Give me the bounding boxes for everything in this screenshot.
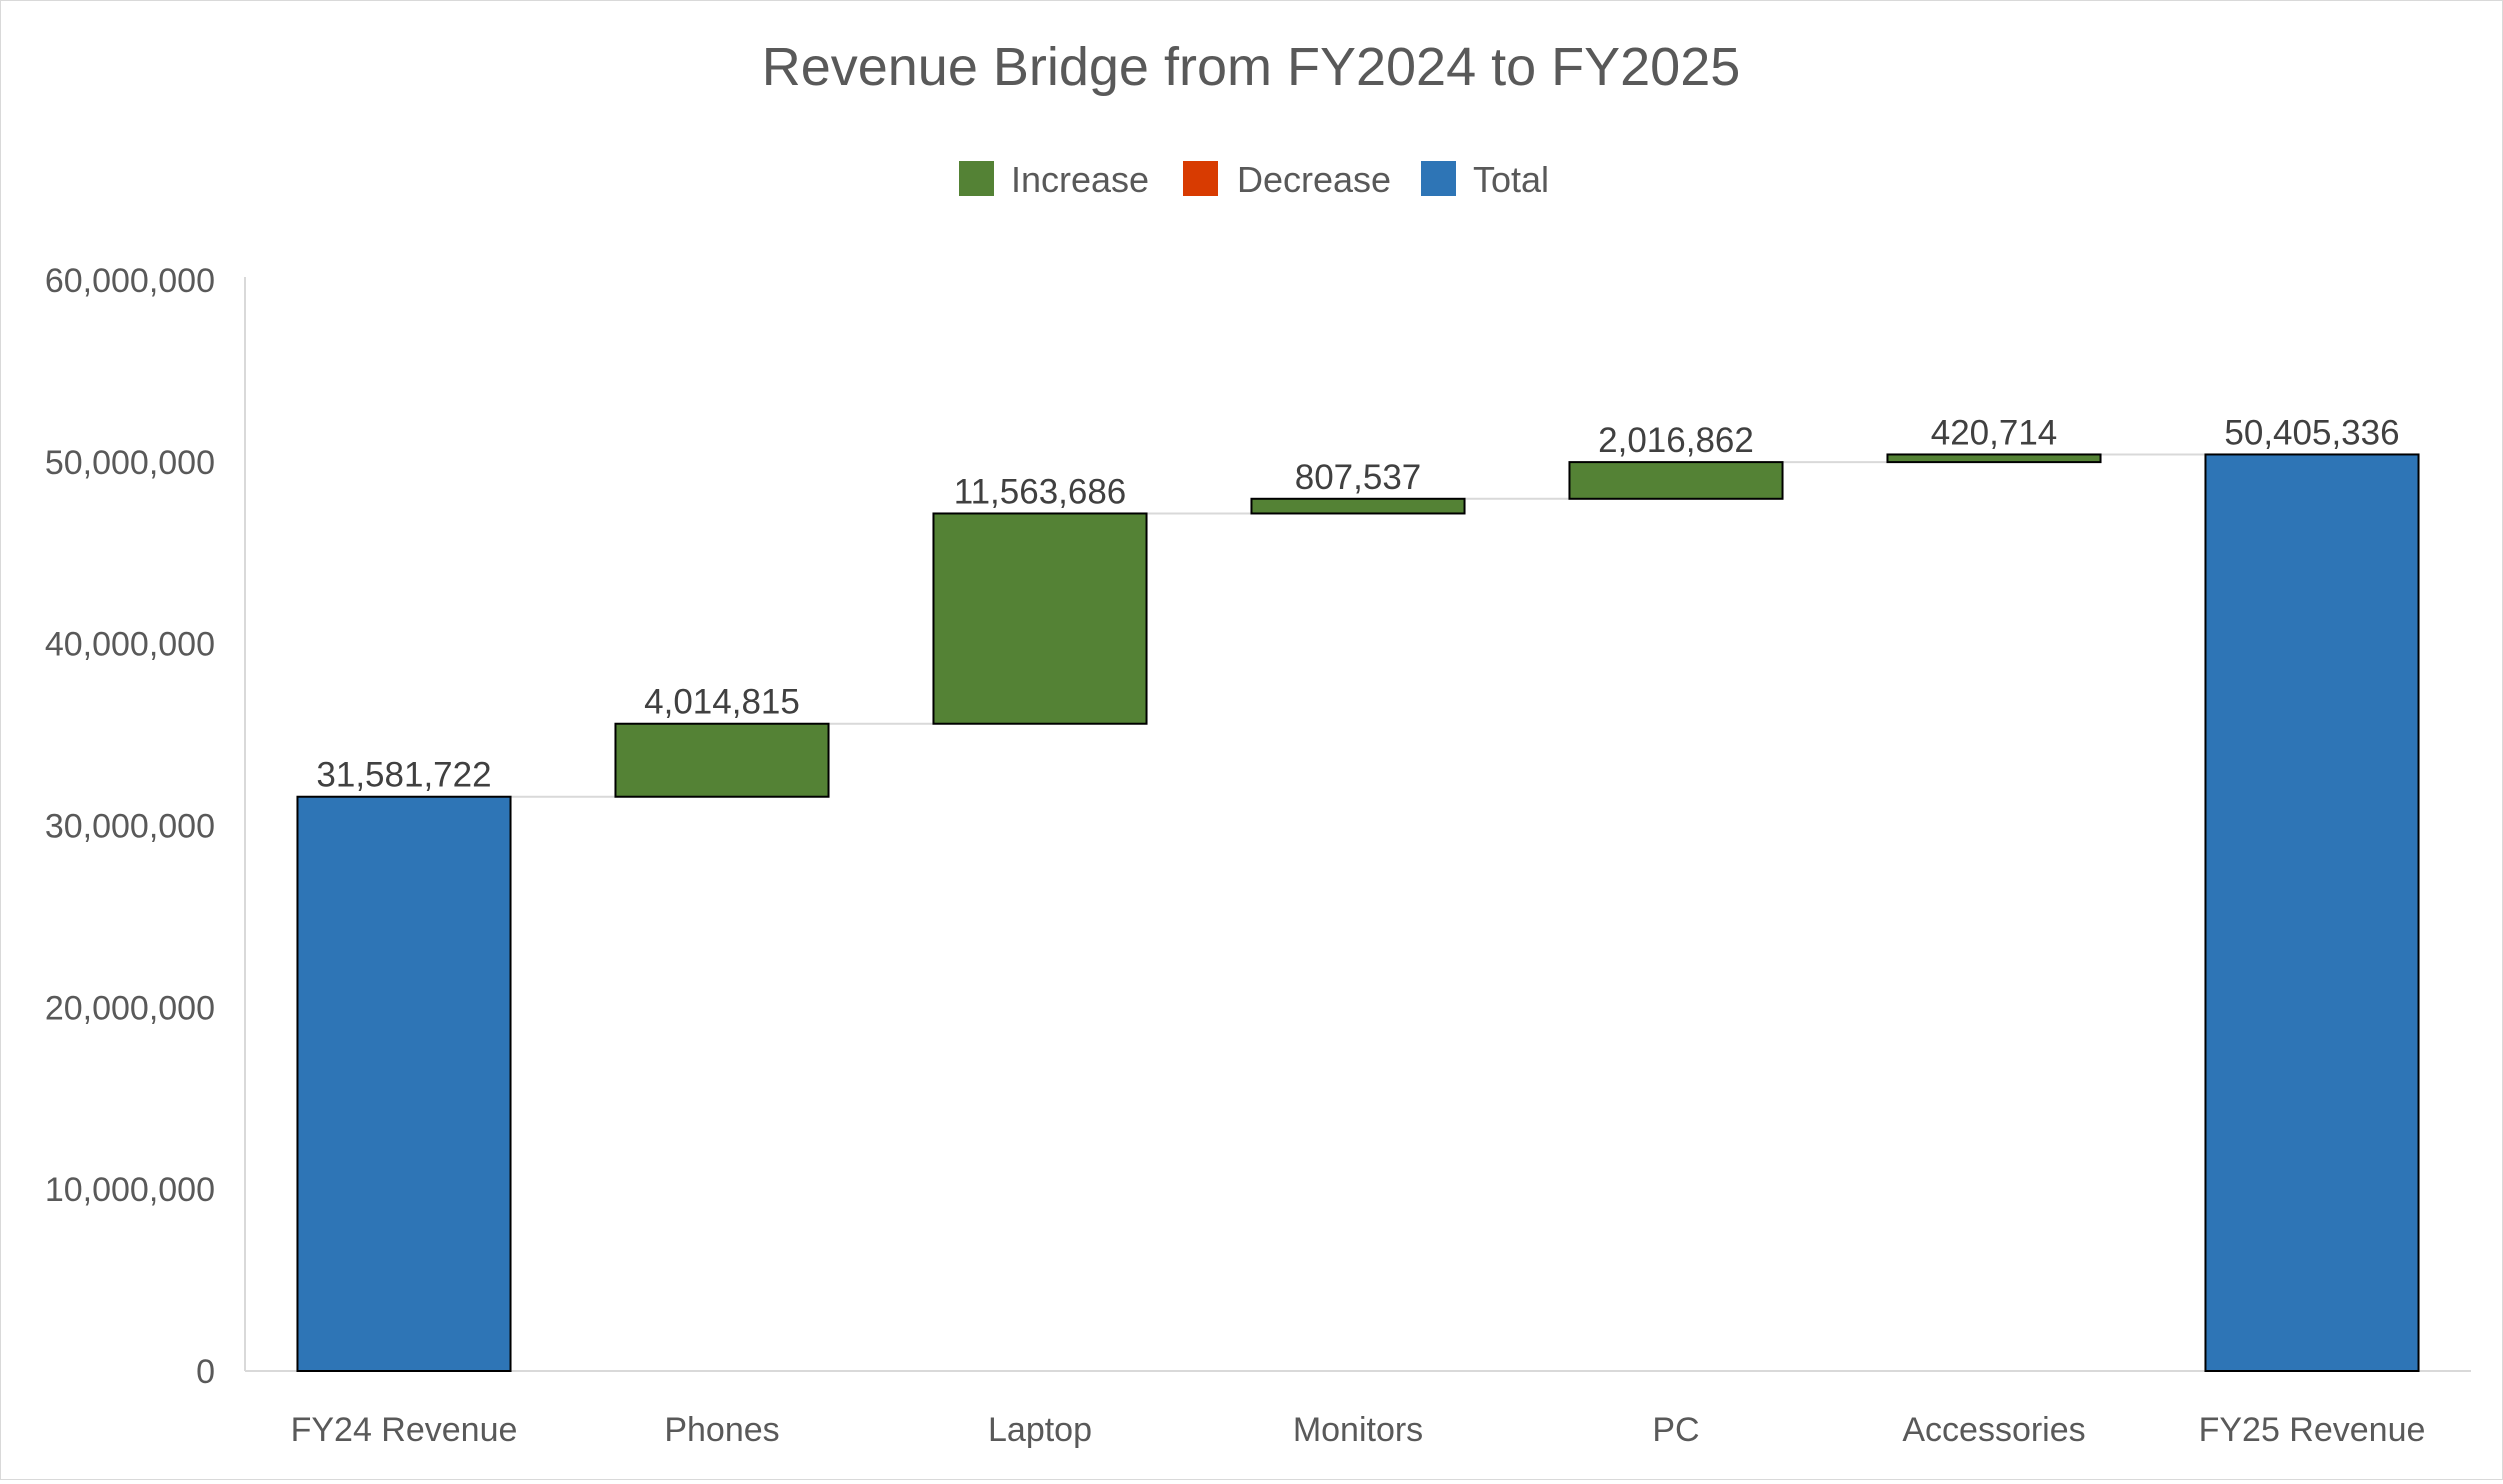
chart-title: Revenue Bridge from FY2024 to FY2025 — [762, 37, 1741, 97]
bar-fy25-revenue — [2204, 453, 2420, 1373]
y-tick-label: 40,000,000 — [45, 626, 215, 664]
bars — [296, 453, 2420, 1373]
legend-label-decrease: Decrease — [1237, 159, 1391, 200]
bar-phones — [614, 722, 830, 798]
legend-swatch-decrease — [1183, 161, 1218, 196]
legend-swatch-increase — [959, 161, 994, 196]
bar-monitors — [1250, 497, 1466, 515]
y-axis-ticks: 0 10,000,000 20,000,000 30,000,000 40,000,00… — [45, 262, 215, 1391]
x-tick-label: Phones — [664, 1411, 779, 1449]
y-tick-label: 20,000,000 — [45, 989, 215, 1027]
legend: Increase Decrease Total — [959, 159, 1549, 200]
bar-fy24-revenue — [296, 795, 512, 1372]
bar-accessories — [1886, 453, 2102, 464]
data-label: 4,014,815 — [644, 683, 800, 722]
connector-lines — [510, 453, 2206, 798]
legend-swatch-total — [1421, 161, 1456, 196]
bar-pc — [1568, 461, 1784, 500]
x-tick-label: Accessories — [1902, 1411, 2085, 1449]
bar-laptop — [932, 512, 1148, 725]
y-tick-label: 0 — [196, 1353, 215, 1391]
y-tick-label: 50,000,000 — [45, 444, 215, 482]
x-tick-label: PC — [1652, 1411, 1699, 1449]
x-tick-label: Laptop — [988, 1411, 1092, 1449]
x-tick-label: Monitors — [1293, 1411, 1423, 1449]
data-label: 31,581,722 — [316, 756, 491, 795]
legend-label-total: Total — [1473, 159, 1549, 200]
legend-label-increase: Increase — [1011, 159, 1149, 200]
data-label: 420,714 — [1931, 413, 2058, 452]
x-axis-ticks: FY24 Revenue Phones Laptop Monitors PC Access… — [291, 1411, 2426, 1449]
y-tick-label: 10,000,000 — [45, 1171, 215, 1209]
data-label: 11,563,686 — [954, 472, 1127, 511]
data-labels: 31,581,722 4,014,815 11,563,686 807,537 2,01… — [316, 413, 2399, 794]
x-tick-label: FY24 Revenue — [291, 1411, 518, 1449]
x-tick-label: FY25 Revenue — [2199, 1411, 2426, 1449]
y-tick-label: 30,000,000 — [45, 808, 215, 846]
data-label: 807,537 — [1295, 458, 1422, 497]
data-label: 2,016,862 — [1598, 421, 1754, 460]
data-label: 50,405,336 — [2224, 413, 2399, 452]
y-tick-label: 60,000,000 — [45, 262, 215, 300]
